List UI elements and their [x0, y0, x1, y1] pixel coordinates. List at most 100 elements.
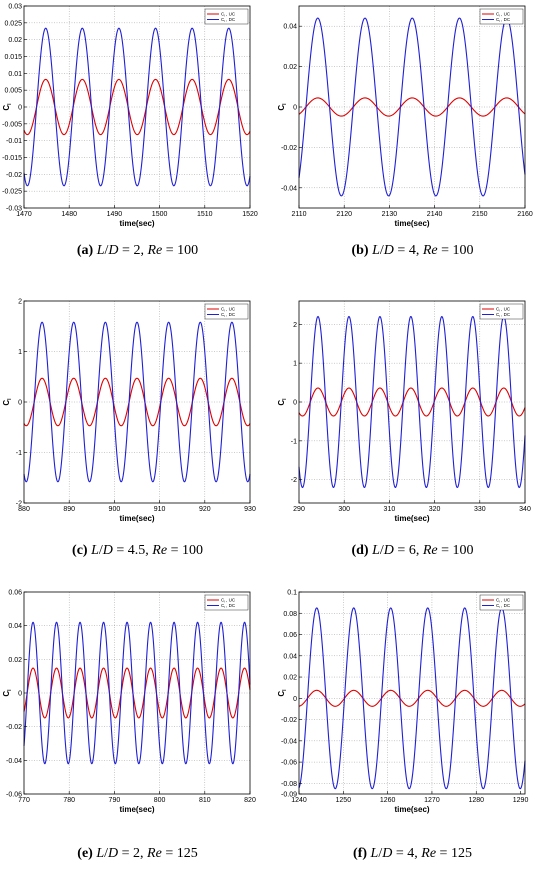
x-tick-label: 1520 — [242, 211, 258, 218]
series-line-dc — [23, 321, 251, 483]
legend-entry: Cl , UC — [221, 307, 236, 313]
legend-entry: Cl , UC — [496, 307, 511, 313]
x-tick-label: 340 — [519, 506, 531, 513]
y-tick-label: 0.08 — [283, 611, 297, 618]
series-line-uc — [298, 387, 526, 417]
x-tick-label: 2160 — [517, 211, 533, 218]
y-tick-label: -0.01 — [6, 138, 22, 145]
legend-box — [479, 8, 524, 25]
series-line-uc — [298, 97, 526, 117]
y-tick-label: -0.04 — [281, 185, 297, 192]
series-line-uc — [23, 78, 251, 136]
x-tick-label: 1240 — [291, 797, 307, 804]
x-tick-label: 1250 — [336, 797, 352, 804]
x-tick-label: 1280 — [468, 797, 484, 804]
legend-entry: Cl , UC — [496, 598, 511, 604]
y-tick-label: 0 — [293, 696, 297, 703]
chart-e: 770 780 790 800 810 820 -0.06 -0.04 -0.02 0 0.02 0.… — [2, 590, 256, 815]
y-tick-label: 0 — [18, 691, 22, 698]
x-tick-label: 780 — [63, 797, 75, 804]
y-tick-label: -0.06 — [6, 792, 22, 799]
y-tick-label: 0.02 — [8, 37, 22, 44]
x-axis-label: time(sec) — [394, 219, 429, 228]
y-tick-label: -2 — [16, 501, 22, 508]
chart-c: 880 890 900 910 920 930 -2 -1 0 1 2 time(sec) Cl Cl ,… — [2, 299, 256, 524]
x-tick-label: 1470 — [16, 211, 32, 218]
y-tick-label: -1 — [16, 450, 22, 457]
x-axis-label: time(sec) — [394, 514, 429, 523]
legend-entry: Cl , DC — [496, 17, 511, 23]
x-axis-label: time(sec) — [394, 805, 429, 814]
chart-panel-e: 770 780 790 800 810 820 -0.06 -0.04 -0.02 0 0.02 0.… — [0, 586, 275, 818]
x-tick-label: 900 — [109, 506, 121, 513]
chart-panel-f: 1240 1250 1260 1270 1280 1290 -0.09 -0.08 -0.06 -… — [275, 586, 550, 818]
caption-b: (b) L/D = 4, Re = 100 — [351, 243, 474, 258]
legend-entry: Cl , UC — [496, 12, 511, 18]
x-tick-label: 770 — [18, 797, 30, 804]
x-tick-label: 1270 — [424, 797, 440, 804]
x-tick-label: 890 — [63, 506, 75, 513]
x-tick-label: 1490 — [107, 211, 123, 218]
x-tick-label: 910 — [154, 506, 166, 513]
x-tick-label: 2140 — [427, 211, 443, 218]
y-tick-label: 0.02 — [283, 675, 297, 682]
caption-c: (c) L/D = 4.5, Re = 100 — [72, 543, 203, 558]
y-tick-label: -0.02 — [281, 717, 297, 724]
chart-panel-d: 290 300 310 320 330 340 -2 -1 0 1 2 time(sec) Cl Cl ,… — [275, 295, 550, 527]
y-tick-label: -0.03 — [6, 206, 22, 213]
y-tick-label: -0.025 — [2, 189, 22, 196]
y-tick-label: 0 — [18, 105, 22, 112]
x-tick-label: 1480 — [61, 211, 77, 218]
x-tick-label: 1510 — [197, 211, 213, 218]
caption-a: (a) L/D = 2, Re = 100 — [76, 243, 199, 258]
legend-entry: Cl , DC — [496, 603, 511, 609]
series-line-uc — [23, 377, 251, 427]
legend-entry: Cl , DC — [221, 17, 236, 23]
x-tick-label: 920 — [199, 506, 211, 513]
legend-entry: Cl , DC — [496, 312, 511, 318]
y-tick-label: -1 — [291, 438, 297, 445]
x-tick-label: 330 — [474, 506, 486, 513]
x-tick-label: 2120 — [336, 211, 352, 218]
chart-a: 1470 1480 1490 1500 1510 1520 -0.03 -0.025 -0.02… — [2, 4, 258, 229]
series-line-dc — [298, 17, 526, 197]
series-line-uc — [298, 689, 526, 707]
legend-entry: Cl , DC — [221, 603, 236, 609]
y-tick-label: -0.02 — [6, 724, 22, 731]
x-tick-label: 310 — [384, 506, 396, 513]
legend-box — [204, 8, 249, 25]
x-tick-label: 810 — [199, 797, 211, 804]
y-tick-label: 0.04 — [283, 24, 297, 31]
x-axis-label: time(sec) — [119, 805, 154, 814]
y-tick-label: -0.015 — [2, 155, 22, 162]
y-tick-label: 1 — [293, 361, 297, 368]
y-tick-label: -0.005 — [2, 121, 22, 128]
y-tick-label: 0 — [293, 105, 297, 112]
x-tick-label: 2130 — [382, 211, 398, 218]
y-tick-label: 0.015 — [4, 54, 22, 61]
y-tick-label: -0.06 — [281, 760, 297, 767]
y-tick-label: -0.04 — [6, 758, 22, 765]
y-axis-label: Cl — [2, 689, 13, 697]
y-tick-label: -0.04 — [281, 738, 297, 745]
y-axis-label: Cl — [2, 398, 13, 406]
chart-panel-c: 880 890 900 910 920 930 -2 -1 0 1 2 time(sec) Cl Cl ,… — [0, 295, 275, 527]
plot-frame — [298, 591, 526, 795]
y-tick-label: -0.02 — [6, 172, 22, 179]
y-tick-label: 0.005 — [4, 88, 22, 95]
x-tick-label: 290 — [293, 506, 305, 513]
x-tick-label: 790 — [109, 797, 121, 804]
y-tick-label: 0.06 — [283, 632, 297, 639]
y-axis-label: Cl — [277, 398, 288, 406]
y-tick-label: 0.04 — [8, 623, 22, 630]
y-tick-label: 2 — [293, 322, 297, 329]
legend-entry: Cl , DC — [221, 312, 236, 318]
legend-box — [204, 594, 249, 611]
y-tick-label: 0.01 — [8, 71, 22, 78]
x-tick-label: 880 — [18, 506, 30, 513]
